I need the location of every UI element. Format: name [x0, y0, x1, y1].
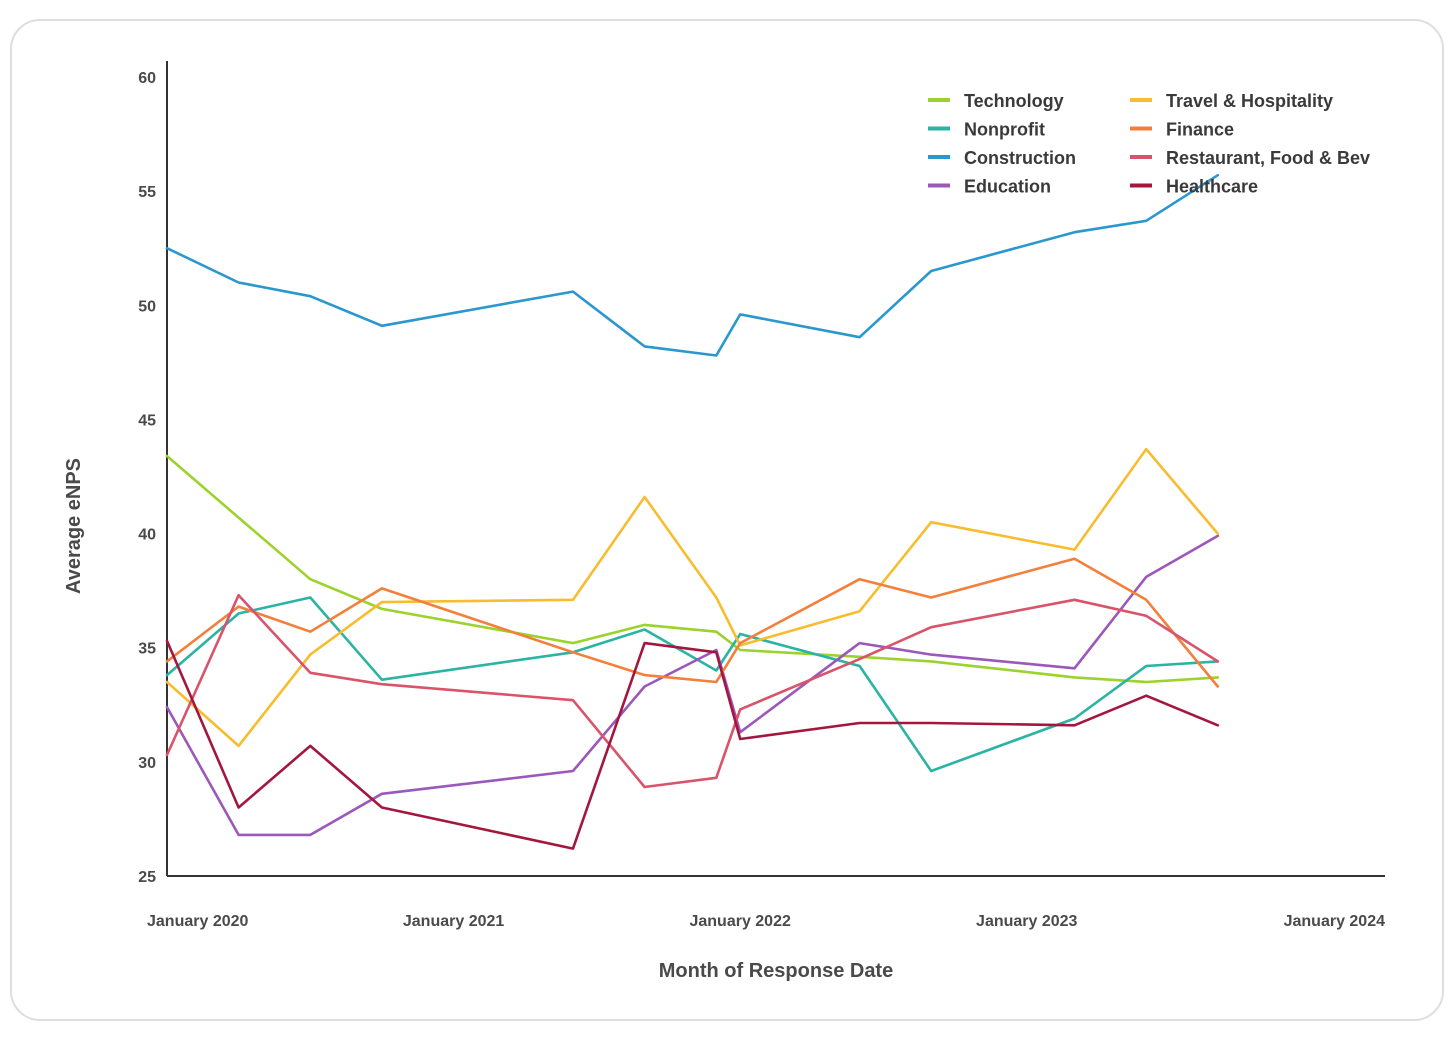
y-tick-label: 55	[138, 184, 156, 201]
series-line-restaurant-food-bev	[165, 593, 1220, 789]
legend-label-nonprofit: Nonprofit	[964, 120, 1045, 140]
y-tick-label: 30	[138, 755, 156, 772]
x-tick-label: January 2023	[976, 913, 1078, 930]
x-tick-label: January 2020	[147, 913, 249, 930]
x-axis-title: Month of Response Date	[659, 960, 893, 982]
y-tick-label: 45	[138, 412, 156, 429]
y-tick-label: 50	[138, 298, 156, 315]
series-line-technology	[165, 454, 1220, 684]
y-axis-title: Average eNPS	[63, 458, 85, 594]
legend-label-education: Education	[964, 177, 1051, 197]
axes: 60 55 50 45 40 35 30 25 January 2020 January 2021…	[138, 61, 1385, 930]
legend-label-travel-hospitality: Travel & Hospitality	[1166, 91, 1333, 111]
x-tick-label: January 2024	[1284, 913, 1386, 930]
legend: Technology Nonprofit Construction Education…	[928, 91, 1370, 197]
series-line-healthcare	[165, 639, 1220, 850]
y-tick-label: 25	[138, 869, 156, 886]
x-tick-label: January 2022	[689, 913, 791, 930]
series-lines	[165, 173, 1220, 850]
series-line-finance	[165, 557, 1220, 688]
legend-label-healthcare: Healthcare	[1166, 177, 1258, 197]
series-line-travel-hospitality	[165, 447, 1220, 748]
x-tick-label: January 2021	[403, 913, 505, 930]
series-line-education	[165, 534, 1220, 837]
y-tick-label: 40	[138, 527, 156, 544]
legend-label-finance: Finance	[1166, 120, 1234, 140]
y-tick-label: 60	[138, 70, 156, 87]
series-line-nonprofit	[165, 596, 1220, 773]
y-tick-label: 35	[138, 641, 156, 658]
series-line-construction	[165, 173, 1220, 357]
legend-label-technology: Technology	[964, 91, 1064, 111]
legend-label-restaurant-food-bev: Restaurant, Food & Bev	[1166, 148, 1370, 168]
legend-label-construction: Construction	[964, 148, 1076, 168]
